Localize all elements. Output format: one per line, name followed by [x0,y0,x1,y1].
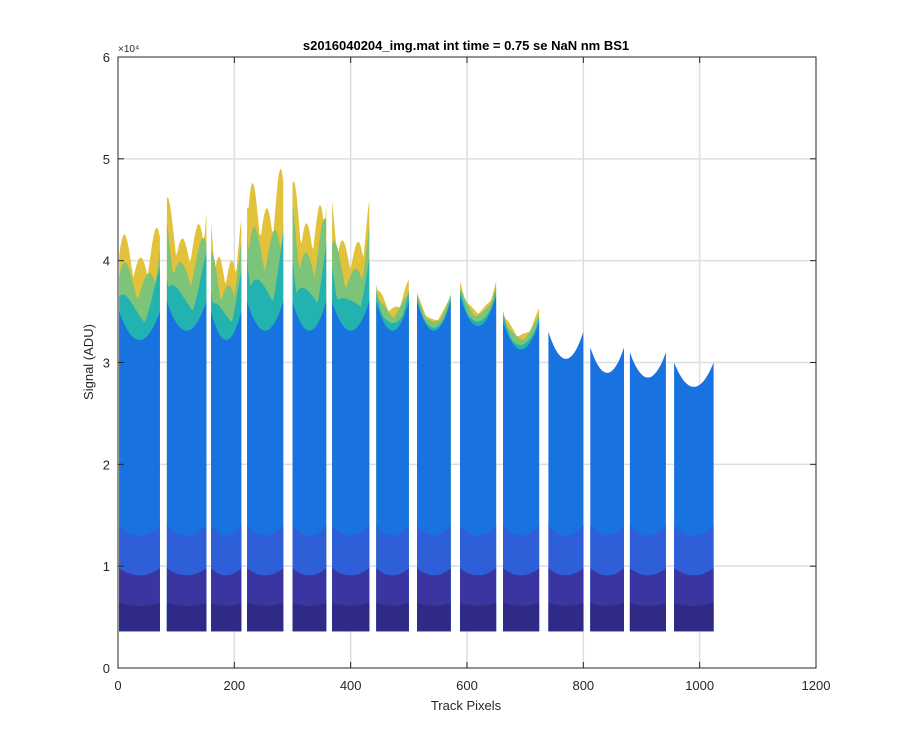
segment [548,331,584,632]
segment [674,362,714,632]
y-tick-label: 2 [103,457,110,472]
segment-darkest-band [590,602,624,632]
segment [292,180,327,632]
segment [417,292,451,632]
x-tick-label: 200 [223,678,245,693]
y-tick-label: 5 [103,152,110,167]
segment-darkest-band [292,602,327,632]
y-axis-exponent: ×10⁴ [118,44,139,55]
segment [460,281,497,632]
segment [332,200,370,632]
segment-darkest-band [247,602,284,632]
segment-darkest-band [460,602,497,632]
segment [119,227,160,632]
y-tick-label: 4 [103,254,110,269]
y-tick-label: 3 [103,356,110,371]
segment-darkest-band [548,602,584,632]
segment-darkest-band [417,602,451,632]
axes: 0 200 400 600 800 1000 1200 0 1 2 3 4 5 6 [103,50,831,693]
segment-darkest-band [166,602,207,632]
segment-darkest-band [674,602,714,632]
y-tick-label: 1 [103,559,110,574]
segment-darkest-band [376,602,409,632]
x-axis-label: Track Pixels [431,698,502,713]
segment-darkest-band [332,602,370,632]
x-tick-label: 1200 [802,678,831,693]
segment-darkest-band [629,602,666,632]
x-tick-label: 600 [456,678,478,693]
segment [503,308,540,632]
segment-darkest-band [503,602,540,632]
chart-title: s2016040204_img.mat int time = 0.75 se N… [303,38,629,53]
segment [166,197,207,632]
y-axis-label: Signal (ADU) [81,324,96,400]
y-tick-label: 6 [103,50,110,65]
segment [629,352,666,632]
segment [211,219,242,632]
y-tick-label: 0 [103,661,110,676]
x-tick-label: 400 [340,678,362,693]
segment [376,279,409,632]
segment-darkest-band [119,602,160,632]
x-tick-label: 0 [114,678,121,693]
x-tick-label: 1000 [685,678,714,693]
series [119,168,714,632]
x-tick-label: 800 [572,678,594,693]
segment [590,347,624,632]
segment-darkest-band [211,602,242,632]
segment [247,168,284,632]
